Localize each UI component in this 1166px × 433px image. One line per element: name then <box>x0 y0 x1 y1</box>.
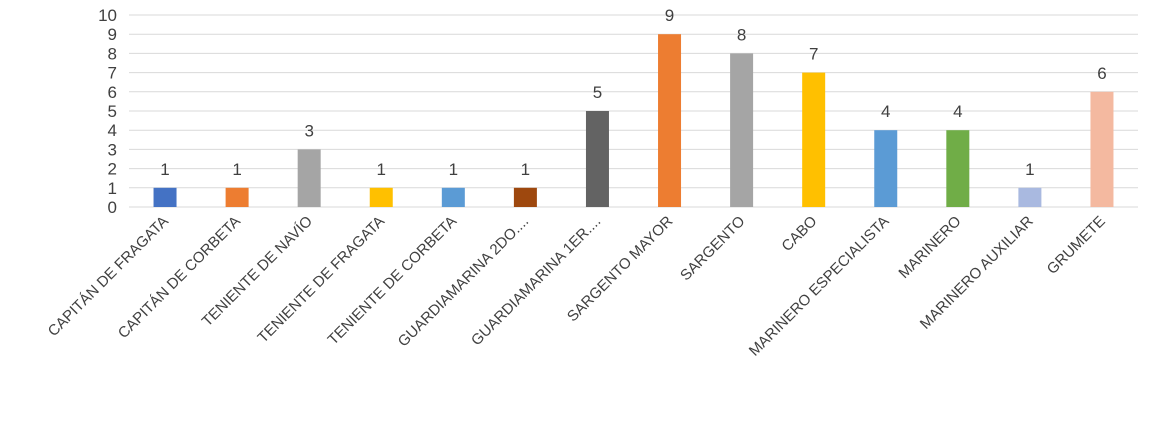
bar <box>802 72 826 207</box>
data-label: 7 <box>809 45 818 64</box>
data-label: 4 <box>953 102 962 121</box>
y-tick-label: 8 <box>108 44 117 63</box>
bar <box>585 111 609 207</box>
y-tick-label: 6 <box>108 83 117 102</box>
data-label: 3 <box>304 121 313 140</box>
y-tick-label: 4 <box>108 121 117 140</box>
data-label: 1 <box>377 160 386 179</box>
data-label: 9 <box>665 6 674 25</box>
y-tick-label: 3 <box>108 140 117 159</box>
data-label: 1 <box>449 160 458 179</box>
x-tick-label: GRUMETE <box>1044 213 1109 278</box>
bar <box>658 34 682 208</box>
y-tick-label: 9 <box>108 25 117 44</box>
data-label: 8 <box>737 25 746 44</box>
data-label: 1 <box>232 160 241 179</box>
x-tick-label: CAPITÁN DE FRAGATA <box>45 213 172 340</box>
x-tick-label: TENIENTE DE CORBETA <box>325 213 461 349</box>
x-tick-label: GUARDIAMARINA 2DO.... <box>395 213 533 351</box>
data-label: 1 <box>1025 160 1034 179</box>
bar <box>297 149 321 207</box>
x-tick-label: MARINERO <box>895 213 964 282</box>
data-label: 1 <box>521 160 530 179</box>
data-label: 6 <box>1097 64 1106 83</box>
bar <box>874 130 898 207</box>
x-tick-label: TENIENTE DE FRAGATA <box>254 213 388 347</box>
bar <box>946 130 970 207</box>
bar <box>1018 187 1042 207</box>
y-tick-label: 2 <box>108 160 117 179</box>
data-label: 5 <box>593 83 602 102</box>
y-tick-label: 7 <box>108 64 117 83</box>
bar <box>1090 91 1114 207</box>
data-label: 4 <box>881 102 890 121</box>
bar <box>153 187 177 207</box>
bar <box>369 187 393 207</box>
bar <box>513 187 537 207</box>
bar <box>730 53 754 208</box>
y-tick-label: 1 <box>108 179 117 198</box>
x-tick-label: MARINERO ESPECIALISTA <box>746 213 893 360</box>
bar <box>225 187 249 207</box>
y-tick-label: 5 <box>108 102 117 121</box>
data-label: 1 <box>160 160 169 179</box>
x-tick-label: GUARDIAMARINA 1ER.... <box>468 213 604 349</box>
x-tick-label: CABO <box>778 213 820 255</box>
y-tick-label: 0 <box>108 198 117 217</box>
x-tick-label: SARGENTO <box>677 213 748 284</box>
y-tick-label: 10 <box>98 6 117 25</box>
x-tick-label: CAPITÁN DE CORBETA <box>115 213 244 342</box>
bar <box>441 187 465 207</box>
